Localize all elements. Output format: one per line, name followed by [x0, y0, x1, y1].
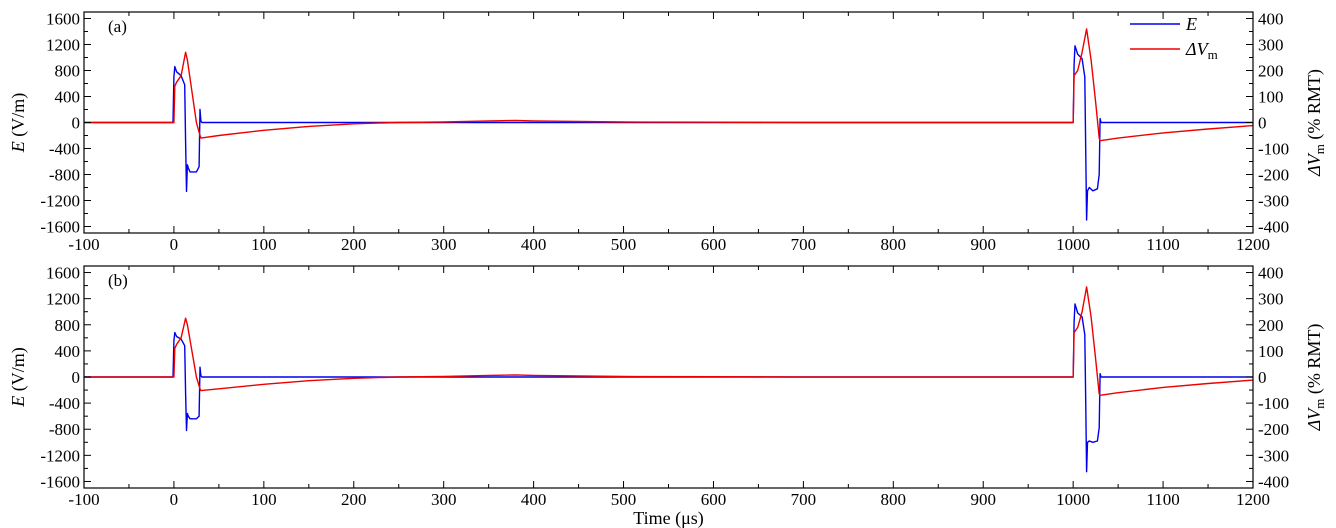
y-left-tick-label: 800	[55, 62, 81, 81]
y-left-label-symbol: E	[8, 396, 28, 408]
legend-label: E	[1185, 14, 1197, 34]
y-right-tick-label: -400	[1258, 472, 1289, 491]
y-right-tick-label: -100	[1258, 394, 1289, 413]
x-tick-label: 1200	[1236, 490, 1270, 509]
series-line-delta-vm	[84, 286, 1253, 396]
series-line-e	[84, 303, 1253, 473]
x-tick-label: 500	[611, 235, 637, 254]
x-tick-label: 1000	[1056, 490, 1090, 509]
x-tick-label: 700	[791, 490, 817, 509]
y-left-label: E (V/m)	[8, 93, 29, 154]
x-tick-label: 1000	[1056, 235, 1090, 254]
x-tick-label: 600	[701, 490, 727, 509]
y-left-tick-label: -1600	[40, 472, 80, 491]
y-right-tick-label: 400	[1258, 10, 1284, 29]
y-right-tick-label: -300	[1258, 446, 1289, 465]
y-right-label-symbol: ΔV	[1304, 152, 1324, 177]
y-right-tick-label: 200	[1258, 316, 1284, 335]
legend-label-symbol: E	[1185, 14, 1197, 34]
y-right-tick-label: 100	[1258, 342, 1284, 361]
x-tick-label: 1100	[1146, 490, 1179, 509]
y-right-tick-label: 400	[1258, 264, 1284, 283]
legend-label-symbol: ΔV	[1185, 39, 1210, 59]
y-left-tick-label: -1200	[40, 192, 80, 211]
y-left-label-unit: (V/m)	[8, 93, 29, 142]
y-left-tick-label: -400	[49, 140, 80, 159]
x-tick-label: 800	[881, 490, 907, 509]
y-left-label-symbol: E	[8, 141, 28, 153]
y-left-tick-label: -1200	[40, 446, 80, 465]
y-right-tick-label: -300	[1258, 192, 1289, 211]
y-left-tick-label: 1600	[46, 10, 80, 29]
y-right-tick-label: -200	[1258, 420, 1289, 439]
x-tick-label: -100	[68, 235, 99, 254]
x-tick-label: 200	[341, 490, 367, 509]
panel-a: -100 0 100 200 300 400 500 600 700 800 900 1000 1100…	[8, 10, 1327, 255]
y-right-tick-label: 100	[1258, 88, 1284, 107]
y-left-label: E (V/m)	[8, 347, 29, 408]
x-tick-label: -100	[68, 490, 99, 509]
y-left-tick-label: -800	[49, 420, 80, 439]
panel-label: (a)	[108, 17, 127, 36]
y-right-label-unit: (% RMT)	[1304, 324, 1325, 399]
x-tick-label: 0	[170, 490, 179, 509]
y-left-tick-label: 1200	[46, 36, 80, 55]
x-tick-label: 500	[611, 490, 637, 509]
y-left-tick-label: -1600	[40, 218, 80, 237]
y-right-label-symbol: ΔV	[1304, 407, 1324, 432]
x-tick-label: 600	[701, 235, 727, 254]
y-right-tick-label: 200	[1258, 62, 1284, 81]
y-left-tick-label: 400	[55, 342, 81, 361]
x-tick-label: 400	[521, 490, 547, 509]
y-right-tick-label: -200	[1258, 166, 1289, 185]
x-axis-label: Time (μs)	[633, 508, 704, 528]
series-line-delta-vm	[84, 28, 1253, 142]
x-tick-label: 1200	[1236, 235, 1270, 254]
y-left-tick-label: 800	[55, 316, 81, 335]
y-right-label: ΔVm (% RMT)	[1304, 324, 1327, 432]
x-tick-label: 100	[251, 235, 277, 254]
series-group	[84, 28, 1253, 221]
y-right-tick-label: 300	[1258, 36, 1284, 55]
y-right-label-subscript: m	[1312, 144, 1327, 154]
y-left-tick-label: 1200	[46, 290, 80, 309]
y-right-label: ΔVm (% RMT)	[1304, 69, 1327, 177]
y-left-tick-label: 0	[72, 114, 81, 133]
x-tick-label: 400	[521, 235, 547, 254]
x-tick-label: 700	[791, 235, 817, 254]
y-right-label-subscript: m	[1312, 399, 1327, 409]
y-left-tick-label: 0	[72, 368, 81, 387]
legend: E ΔVm	[1130, 14, 1218, 62]
panel-b: -100 0 100 200 300 400 500 600 700 800 900 1000 1100…	[8, 264, 1327, 528]
x-tick-label: 1100	[1146, 235, 1179, 254]
legend-label: ΔVm	[1185, 39, 1218, 62]
series-group	[84, 286, 1253, 473]
x-tick-label: 200	[341, 235, 367, 254]
y-left-tick-label: -800	[49, 166, 80, 185]
y-left-tick-label: -400	[49, 394, 80, 413]
x-tick-label: 900	[970, 490, 996, 509]
legend-label-subscript: m	[1208, 47, 1218, 62]
y-right-tick-label: 0	[1258, 114, 1267, 133]
x-tick-label: 100	[251, 490, 277, 509]
panel-label: (b)	[108, 271, 128, 290]
y-left-tick-label: 400	[55, 88, 81, 107]
x-tick-label: 300	[431, 490, 457, 509]
y-right-tick-label: 300	[1258, 290, 1284, 309]
y-right-tick-label: -400	[1258, 218, 1289, 237]
y-left-label-unit: (V/m)	[8, 347, 29, 396]
series-line-e	[84, 45, 1253, 221]
x-tick-label: 900	[970, 235, 996, 254]
y-left-tick-label: 1600	[46, 264, 80, 283]
y-right-tick-label: 0	[1258, 368, 1267, 387]
y-right-label-unit: (% RMT)	[1304, 69, 1325, 144]
x-tick-label: 800	[881, 235, 907, 254]
x-tick-label: 300	[431, 235, 457, 254]
y-right-tick-label: -100	[1258, 140, 1289, 159]
x-tick-label: 0	[170, 235, 179, 254]
